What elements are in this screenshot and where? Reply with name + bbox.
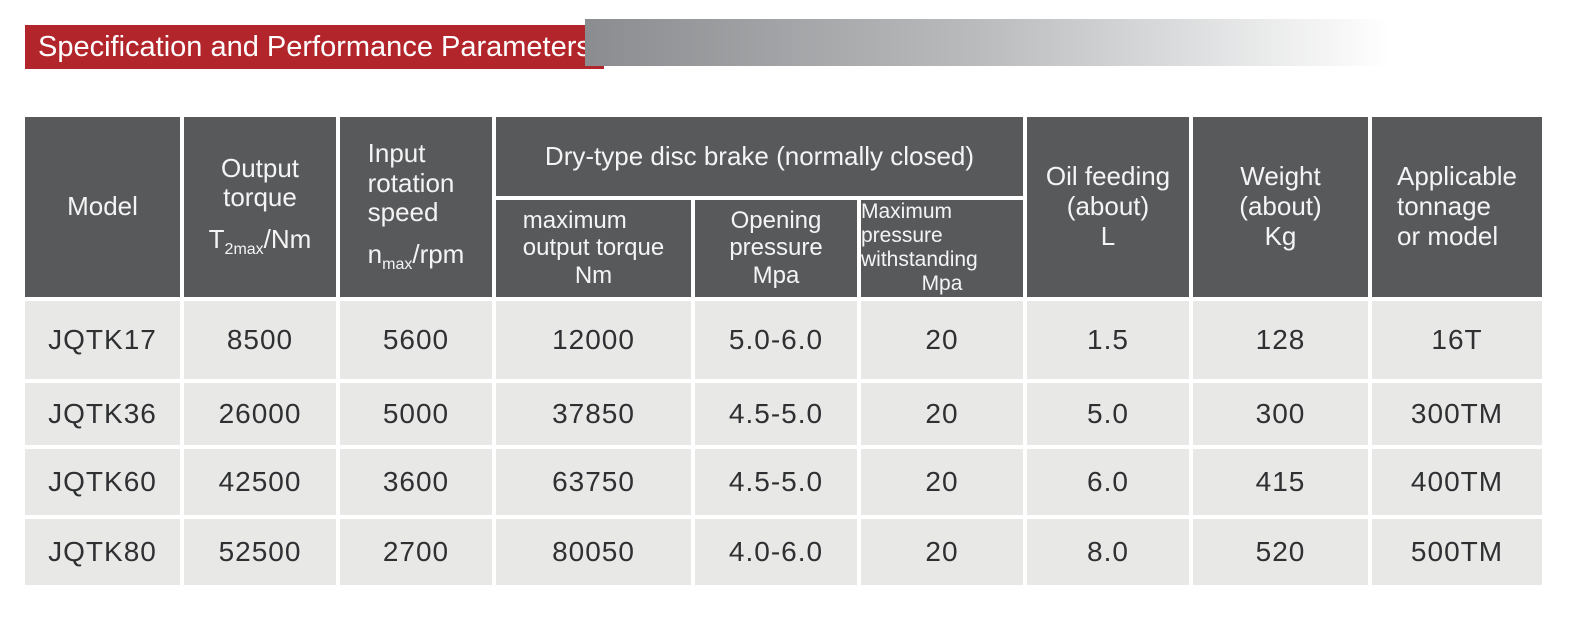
cell-applicable: 400TM — [1372, 448, 1542, 515]
cell-max-pressure: 20 — [861, 382, 1023, 445]
cell-oil-feeding: 6.0 — [1027, 448, 1189, 515]
cell-oil-feeding: 1.5 — [1027, 300, 1189, 379]
cell-applicable: 300TM — [1372, 382, 1542, 445]
symbol-unit: /Nm — [263, 224, 312, 255]
header-cell-input-speed: Input rotation speed nmax/rpm — [340, 117, 492, 297]
header-max-pressure-line1: Maximum pressure — [861, 200, 953, 248]
header-max-pressure-line2: withstanding — [861, 248, 978, 272]
cell-applicable: 16T — [1372, 300, 1542, 379]
header-cell-oil-feeding: Oil feeding (about) L — [1027, 117, 1189, 297]
header-brake-max-torque-line1: maximum — [522, 206, 627, 234]
symbol-base: T — [208, 224, 225, 255]
cell-max-pressure: 20 — [861, 300, 1023, 379]
header-input-speed-line3: speed — [367, 197, 439, 228]
header-weight-line2: (about) — [1239, 190, 1322, 221]
cell-input-speed: 5000 — [340, 382, 492, 445]
cell-weight: 415 — [1193, 448, 1368, 515]
cell-oil-feeding: 8.0 — [1027, 518, 1189, 585]
header-output-torque-line2: torque — [223, 182, 297, 213]
section-title-banner: Specification and Performance Parameters — [25, 25, 604, 69]
section-title: Specification and Performance Parameters — [38, 31, 591, 63]
header-cell-weight: Weight (about) Kg — [1193, 117, 1368, 297]
cell-weight: 520 — [1193, 518, 1368, 585]
cell-max-pressure: 20 — [861, 448, 1023, 515]
header-row-top: Model Output torque T2max/Nm Input rotat… — [25, 117, 1542, 297]
header-cell-model: Model — [25, 117, 180, 297]
symbol-subscript: 2max — [224, 241, 264, 259]
cell-max-pressure: 20 — [861, 518, 1023, 585]
cell-applicable: 500TM — [1372, 518, 1542, 585]
header-applicable-line3: or model — [1397, 220, 1499, 251]
cell-opening-pressure: 4.5-5.0 — [695, 448, 857, 515]
table-row: JQTK36 26000 5000 37850 4.5-5.0 20 5.0 3… — [25, 382, 1542, 445]
header-weight-unit: Kg — [1264, 220, 1297, 251]
header-row-sub: maximum output torque Nm Opening pressur… — [25, 200, 1542, 297]
header-max-pressure-unit: Mpa — [921, 272, 963, 296]
cell-weight: 128 — [1193, 300, 1368, 379]
cell-output-torque: 26000 — [184, 382, 336, 445]
header-input-speed-line1: Input — [367, 137, 426, 168]
header-oil-line2: (about) — [1066, 190, 1150, 221]
header-applicable-line2: tonnage — [1397, 190, 1491, 221]
header-cell-opening-pressure: Opening pressure Mpa — [695, 200, 857, 297]
header-opening-pressure-unit: Mpa — [752, 262, 800, 290]
cell-brake-max-torque: 80050 — [496, 518, 691, 585]
table-row: JQTK60 42500 3600 63750 4.5-5.0 20 6.0 4… — [25, 448, 1542, 515]
header-input-speed-symbol: nmax/rpm — [367, 239, 465, 275]
cell-opening-pressure: 4.5-5.0 — [695, 382, 857, 445]
cell-weight: 300 — [1193, 382, 1368, 445]
header-brake-max-torque-block: maximum output torque Nm — [523, 207, 664, 290]
cell-opening-pressure: 5.0-6.0 — [695, 300, 857, 379]
cell-model: JQTK60 — [25, 448, 180, 515]
header-cell-applicable: Applicable tonnage or model — [1372, 117, 1542, 297]
header-cell-output-torque: Output torque T2max/Nm — [184, 117, 336, 297]
cell-input-speed: 3600 — [340, 448, 492, 515]
header-applicable-line1: Applicable — [1397, 160, 1517, 191]
cell-output-torque: 8500 — [184, 300, 336, 379]
table-row: JQTK17 8500 5600 12000 5.0-6.0 20 1.5 12… — [25, 300, 1542, 379]
header-output-torque-symbol: T2max/Nm — [184, 224, 336, 260]
cell-opening-pressure: 4.0-6.0 — [695, 518, 857, 585]
header-brake-max-torque-line2: output torque — [522, 234, 665, 262]
symbol-base: n — [367, 239, 383, 270]
cell-output-torque: 52500 — [184, 518, 336, 585]
header-cell-max-pressure: Maximum pressure withstanding Mpa — [861, 200, 1023, 297]
header-model-label: Model — [67, 190, 138, 221]
header-input-speed-block: Input rotation speed nmax/rpm — [367, 137, 465, 275]
decorative-gradient-bar — [585, 19, 1460, 66]
spec-table: Model Output torque T2max/Nm Input rotat… — [21, 113, 1546, 589]
header-applicable-block: Applicable tonnage or model — [1397, 160, 1517, 252]
header-input-speed-line2: rotation — [367, 167, 455, 198]
table-row: JQTK80 52500 2700 80050 4.0-6.0 20 8.0 5… — [25, 518, 1542, 585]
cell-model: JQTK17 — [25, 300, 180, 379]
cell-brake-max-torque: 12000 — [496, 300, 691, 379]
header-opening-pressure-line1: Opening — [730, 206, 822, 234]
header-brake-group-label: Dry-type disc brake (normally closed) — [544, 140, 975, 171]
header-oil-unit: L — [1100, 220, 1116, 251]
header-brake-max-torque-unit: Nm — [574, 262, 613, 290]
cell-output-torque: 42500 — [184, 448, 336, 515]
cell-model: JQTK36 — [25, 382, 180, 445]
header-max-pressure-block: Maximum pressure withstanding Mpa — [861, 200, 1023, 297]
symbol-subscript: max — [382, 256, 413, 274]
cell-oil-feeding: 5.0 — [1027, 382, 1189, 445]
header-cell-brake-group: Dry-type disc brake (normally closed) — [496, 117, 1023, 196]
cell-brake-max-torque: 63750 — [496, 448, 691, 515]
header-output-torque-line1: Output — [220, 152, 300, 183]
header-opening-pressure-line2: pressure — [729, 234, 823, 262]
cell-input-speed: 5600 — [340, 300, 492, 379]
symbol-unit: /rpm — [412, 239, 465, 270]
header-oil-line1: Oil feeding — [1045, 160, 1171, 191]
cell-brake-max-torque: 37850 — [496, 382, 691, 445]
header-cell-brake-max-torque: maximum output torque Nm — [496, 200, 691, 297]
cell-input-speed: 2700 — [340, 518, 492, 585]
cell-model: JQTK80 — [25, 518, 180, 585]
header-weight-line1: Weight — [1240, 160, 1321, 191]
